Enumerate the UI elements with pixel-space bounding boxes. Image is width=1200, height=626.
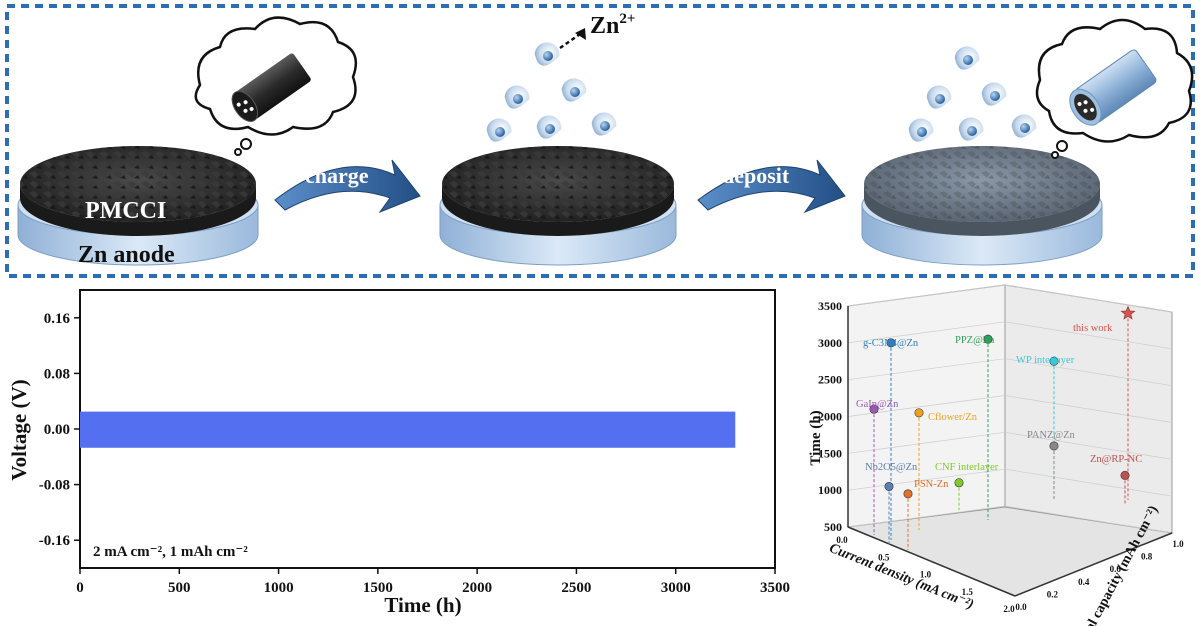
voltage-time-chart: 0 500 1000 1500 2000 2500 3000 3500 -0.16 -0.08 0… (7, 289, 790, 617)
y-ticks: -0.16 -0.08 0.00 0.08 0.16 (39, 311, 80, 549)
zn-ion-arrow (559, 28, 586, 50)
data-point (884, 481, 894, 491)
y-tick-label-3d: 0.2 (1047, 589, 1059, 599)
data-point (869, 404, 879, 414)
x-tick-label-3d: 1.0 (920, 570, 932, 580)
x-axis-line (847, 526, 1016, 597)
data-point-label: CNF interlayer (935, 462, 999, 473)
zn-ion-label: Zn2+ (590, 11, 635, 39)
grid-line (847, 321, 1006, 344)
data-points: g-C3N4@Zn PPZ@Zn this work WP interlayer GaI… (856, 305, 1142, 550)
disk-deposited (861, 146, 1103, 266)
grid-line (847, 358, 1006, 381)
y-tick-label-3d: 0.4 (1078, 577, 1090, 587)
grid-line (1004, 505, 1173, 534)
y-tick-label: -0.08 (39, 478, 70, 494)
data-point-label: WP interlayer (1016, 355, 1075, 366)
x-tick-label: 2000 (462, 580, 492, 596)
x-tick-label: 0 (76, 580, 84, 596)
data-point-label: PPZ@Zn (955, 335, 995, 346)
x-tick-label-3d: 0.5 (878, 552, 890, 562)
z-tick-label: 500 (824, 520, 842, 534)
y-tick-label: 0.00 (44, 422, 70, 438)
grid-line (847, 505, 1006, 528)
y-axis-line (1014, 532, 1173, 597)
disk-charged (439, 146, 677, 266)
comparison-3d-scatter: 500 1000 1500 2000 2500 3000 3500 0.0 0.5 1.0 1.5… (808, 284, 1184, 626)
z-axis-label: Time (h) (808, 410, 824, 465)
y-tick-label: 0.08 (44, 366, 70, 382)
y-tick-label-3d: 0.6 (1110, 564, 1122, 574)
y-tick-label: 0.16 (44, 311, 71, 327)
z-ticks: 500 1000 1500 2000 2500 3000 3500 (818, 299, 842, 534)
y-ticks-3d: 0.0 0.2 0.4 0.6 0.8 1.0 (1015, 539, 1184, 612)
y-tick-label: -0.16 (39, 533, 71, 549)
grid-line (1004, 358, 1173, 387)
data-point-label: PSN-Zn (914, 479, 949, 490)
zn-ion-droplets-2 (908, 46, 1037, 142)
thought-cloud-coated-tube (1035, 18, 1194, 159)
deposit-arrow (697, 159, 846, 214)
x-tick-label: 1000 (264, 580, 294, 596)
data-point (1120, 470, 1130, 480)
y-tick-label-3d: 0.8 (1141, 552, 1153, 562)
charge-arrow (274, 159, 421, 214)
data-point-label: Cflower/Zn (928, 412, 978, 423)
data-point (886, 338, 896, 348)
coating-label: PMCCI (85, 198, 166, 224)
grid-line (1004, 321, 1173, 350)
data-point-label: g-C3N4@Zn (863, 338, 919, 349)
data-point (903, 489, 913, 499)
dashed-frame (5, 4, 1195, 278)
grid-line (1004, 395, 1173, 423)
z-tick-label: 2000 (818, 410, 842, 424)
x-tick-label: 3000 (661, 580, 691, 596)
grid-line (1004, 284, 1173, 313)
x-tick-label-3d: 1.5 (962, 587, 974, 597)
thought-cloud-dark-tube (194, 16, 358, 156)
charge-label: charge (305, 163, 369, 188)
data-point-star (1120, 305, 1136, 320)
y-tick-label-3d: 1.0 (1172, 539, 1184, 549)
z-tick-label: 3000 (818, 336, 842, 350)
x-tick-label: 3500 (760, 580, 790, 596)
x-tick-label: 2500 (561, 580, 591, 596)
voltage-band-series (80, 411, 736, 448)
y-axis-label: Voltage (V) (7, 379, 31, 480)
x-tick-label-3d: 0.0 (836, 535, 848, 545)
schematic-panel: PMCCI Zn anode charge (5, 4, 1195, 278)
data-point (954, 478, 964, 488)
deposit-label: deposit (722, 163, 790, 188)
grid-line (1004, 468, 1173, 497)
x-ticks-3d: 0.0 0.5 1.0 1.5 2.0 (836, 535, 1015, 614)
data-point-label: PANZ@Zn (1027, 430, 1076, 441)
data-point (914, 408, 924, 418)
x-tick-label: 1500 (363, 580, 393, 596)
x-tick-label: 500 (168, 580, 191, 596)
test-condition-annotation: 2 mA cm⁻², 1 mAh cm⁻² (93, 544, 248, 560)
anode-label: Zn anode (78, 242, 175, 268)
x-tick-label-3d: 2.0 (1003, 604, 1015, 614)
zn-ion-droplets-1 (486, 42, 617, 142)
data-point (1049, 356, 1059, 366)
data-point (983, 334, 993, 344)
x-ticks: 0 500 1000 1500 2000 2500 3000 3500 (76, 568, 790, 596)
z-tick-label: 2500 (818, 373, 842, 387)
z-tick-label: 1500 (818, 446, 842, 460)
grid-line (847, 284, 1006, 307)
data-point-label: Nb2O5@Zn (865, 462, 918, 473)
disk-bare-coating (17, 146, 259, 266)
data-point-label: Zn@RP-NC (1090, 454, 1142, 465)
x-axis-label: Time (h) (384, 593, 461, 617)
data-point-label: GaIn@Zn (856, 399, 899, 410)
z-tick-label: 1000 (818, 483, 842, 497)
grid-line (1004, 431, 1173, 460)
z-tick-label: 3500 (818, 299, 842, 313)
data-point (1049, 441, 1059, 451)
y-tick-label-3d: 0.0 (1015, 602, 1027, 612)
data-point-label: this work (1073, 323, 1113, 334)
